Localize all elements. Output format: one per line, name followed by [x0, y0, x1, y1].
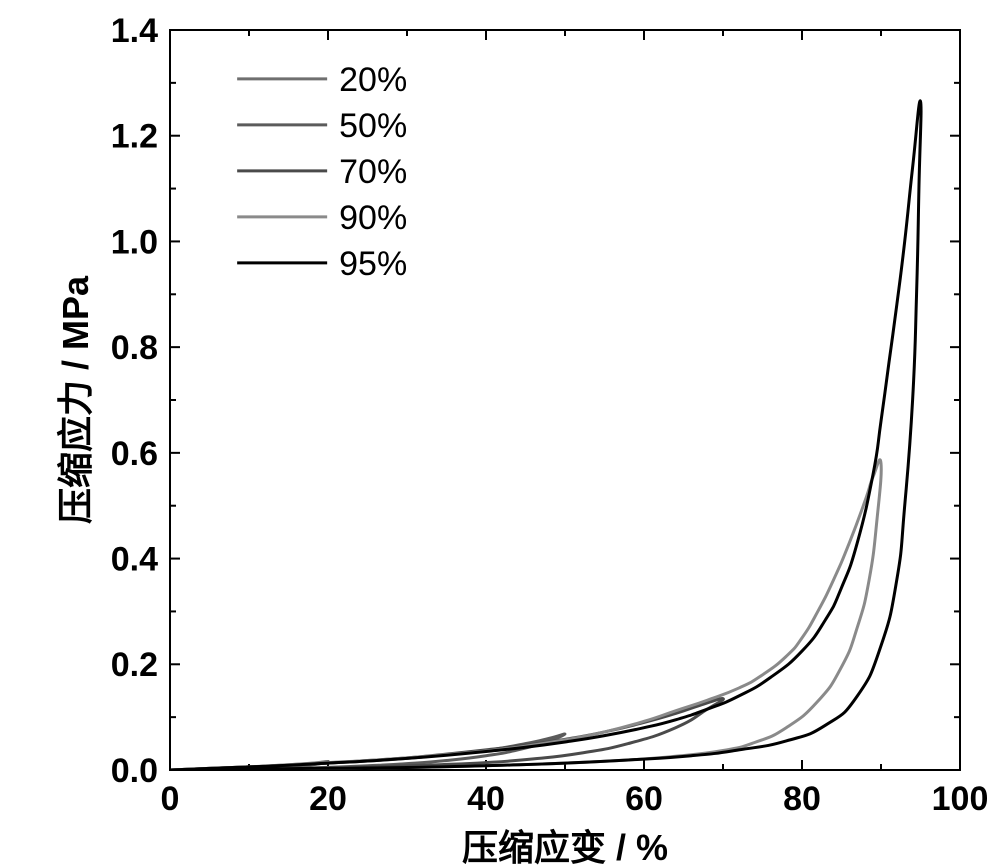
y-tick-label: 0.6	[111, 435, 158, 473]
y-tick-label: 0.0	[111, 752, 158, 790]
x-tick-label: 100	[932, 780, 989, 818]
y-tick-label: 1.0	[111, 223, 158, 261]
y-tick-label: 1.2	[111, 118, 158, 156]
legend-label: 90%	[339, 199, 407, 237]
y-tick-label: 1.4	[111, 12, 158, 50]
y-tick-label: 0.2	[111, 646, 158, 684]
x-tick-label: 60	[625, 780, 663, 818]
x-tick-label: 40	[467, 780, 505, 818]
legend-label: 50%	[339, 107, 407, 145]
legend-label: 70%	[339, 153, 407, 191]
x-tick-label: 20	[309, 780, 347, 818]
y-tick-label: 0.4	[111, 540, 158, 578]
y-tick-label: 0.8	[111, 329, 158, 367]
stress-strain-chart: 0 20 40 60 80 100 压缩应变 / % 0.0 0.2 0.4 0.6 0.8 1.0 1.…	[0, 0, 1000, 865]
x-tick-label: 80	[783, 780, 821, 818]
legend-label: 95%	[339, 245, 407, 283]
y-axis-label: 压缩应力 / MPa	[55, 275, 96, 524]
x-tick-label: 0	[161, 780, 180, 818]
x-axis-label: 压缩应变 / %	[462, 827, 668, 865]
chart-container: 0 20 40 60 80 100 压缩应变 / % 0.0 0.2 0.4 0.6 0.8 1.0 1.…	[0, 0, 1000, 865]
legend-label: 20%	[339, 61, 407, 99]
